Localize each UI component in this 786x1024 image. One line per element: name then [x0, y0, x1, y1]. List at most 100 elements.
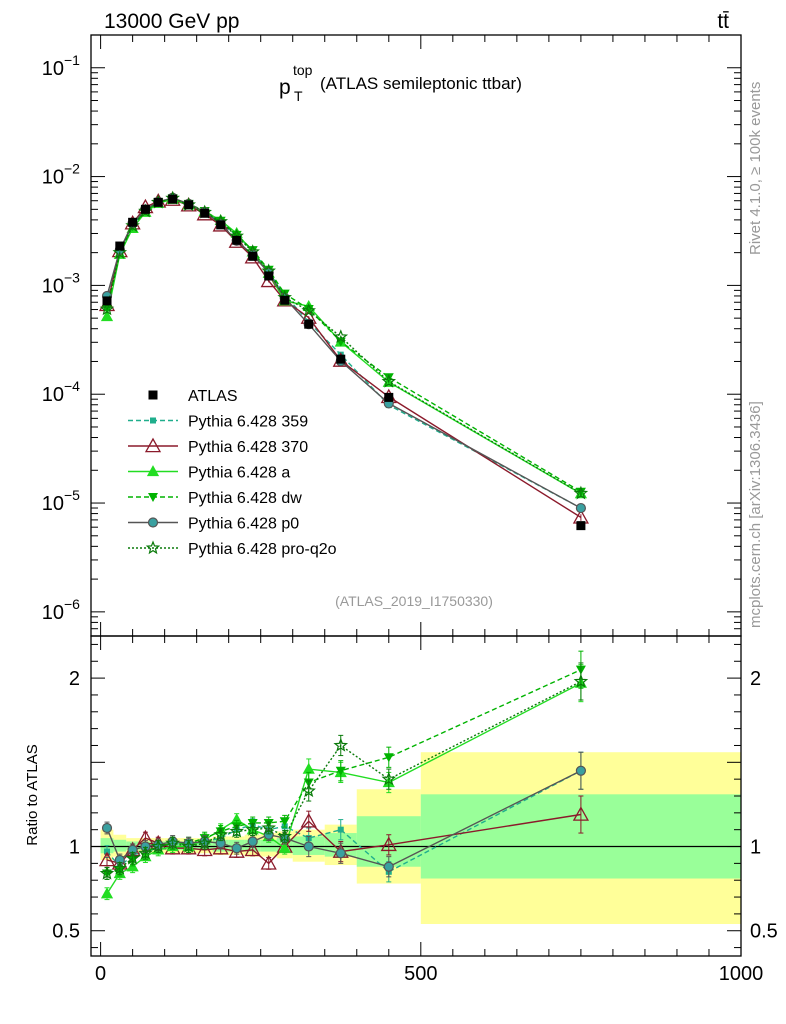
main-point-series-5 — [333, 329, 349, 344]
main-point-series-5 — [301, 303, 316, 317]
main-point-series-5 — [381, 373, 397, 388]
ratio-point-series-5 — [301, 783, 316, 798]
main-panel-data — [98, 190, 590, 531]
main-point-series-5 — [573, 485, 589, 500]
legend-label: Pythia 6.428 p0 — [188, 516, 299, 533]
main-point-series-4 — [575, 502, 587, 514]
atlas-data-point — [280, 295, 290, 305]
ratio-point-series-5 — [261, 820, 276, 835]
xtick-label: 500 — [404, 963, 437, 985]
atlas-data-point — [128, 217, 138, 227]
mcplots-label: mcplots.cern.ch [arXiv:1306.3436] — [747, 401, 764, 628]
legend-marker — [145, 540, 161, 555]
ratio-ytick-label-left: 2 — [69, 668, 80, 690]
legend-label-atlas: ATLAS — [188, 388, 238, 405]
main-ytick-label: 10 — [42, 275, 64, 297]
ratio-line-series-0 — [106, 770, 582, 873]
atlas-data-point — [153, 197, 163, 207]
main-ytick-label: 10 — [42, 493, 64, 515]
ratio-point-series-1 — [212, 839, 229, 855]
ratio-ytick-label-left: 1 — [69, 837, 80, 859]
atlas-data-point — [248, 251, 258, 261]
ratio-point-series-5 — [150, 838, 166, 853]
band-green — [113, 839, 127, 852]
atlas-data-point — [304, 319, 314, 329]
main-ytick-exponent: −5 — [64, 487, 80, 503]
atlas-data-point — [232, 235, 242, 245]
ratio-point-series-4 — [247, 836, 258, 847]
ratio-point-series-3 — [279, 817, 290, 827]
ratio-point-series-3 — [335, 766, 346, 776]
rivet-label: Rivet 4.1.0, ≥ 100k events — [747, 82, 764, 255]
ratio-point-series-1 — [300, 812, 317, 828]
legend-marker-atlas — [148, 390, 158, 400]
ratio-point-series-0 — [337, 826, 344, 833]
ratio-point-series-4 — [575, 765, 587, 776]
ratio-point-series-4 — [335, 848, 346, 859]
legend-entry-atlas: ATLAS — [148, 388, 238, 405]
ratio-point-series-5 — [245, 822, 260, 836]
plot-title: p T top (ATLAS semileptonic ttbar) — [279, 62, 522, 104]
title-sub: T — [294, 88, 303, 104]
axes: 10−110−210−310−410−510 −60.5 0.51 12 20 500 10… — [42, 34, 778, 985]
atlas-data-point — [576, 521, 586, 531]
ratio-point-series-5 — [333, 737, 349, 752]
main-point-series-5 — [112, 244, 128, 259]
ratio-point-series-2 — [100, 887, 114, 899]
legend-entry-series-4: Pythia 6.428 p0 — [128, 516, 299, 533]
ratio-ytick-label-right: 1 — [750, 837, 761, 859]
atlas-data-point — [336, 354, 346, 364]
main-ytick-exponent: −1 — [64, 52, 80, 68]
main-ytick-exponent: −2 — [64, 161, 80, 177]
ratio-point-series-1 — [196, 841, 213, 857]
band-green — [260, 839, 277, 852]
atlas-data-point — [264, 271, 274, 281]
ratio-point-series-5 — [138, 845, 153, 860]
legend-entry-series-3: Pythia 6.428 dw — [128, 490, 302, 507]
atlas-data-point — [168, 194, 178, 204]
atlas-data-point — [102, 296, 112, 306]
legend-marker — [150, 417, 156, 424]
ratio-ytick-label-right: 0.5 — [750, 921, 778, 943]
ratio-point-series-5 — [197, 835, 212, 850]
ratio-point-series-1 — [380, 836, 397, 852]
legend-marker — [146, 465, 160, 477]
ratio-point-series-5 — [277, 828, 292, 843]
title-rest: (ATLAS semileptonic ttbar) — [320, 74, 522, 93]
main-point-series-2 — [100, 310, 114, 322]
title-main: p — [279, 76, 291, 99]
ratio-ylabel: Ratio to ATLAS — [24, 744, 41, 845]
ratio-point-series-3 — [383, 753, 394, 763]
ratio-point-series-5 — [381, 771, 397, 786]
ratio-ytick-label-right: 2 — [750, 668, 761, 690]
main-line-series-5 — [106, 197, 582, 494]
legend-entry-series-1: Pythia 6.428 370 — [128, 437, 308, 456]
legend-label: Pythia 6.428 a — [188, 465, 290, 482]
main-point-series-3 — [383, 373, 394, 383]
xtick-label: 0 — [95, 963, 106, 985]
legend-label: Pythia 6.428 370 — [188, 439, 308, 456]
ratio-point-series-4 — [383, 861, 394, 872]
ratio-point-series-0 — [104, 848, 111, 855]
ratio-point-series-4 — [101, 822, 113, 834]
title-sup: top — [293, 62, 313, 78]
legend-entry-series-5: Pythia 6.428 pro-q2o — [128, 540, 337, 558]
ratio-point-series-1 — [572, 806, 590, 821]
main-ytick-label: 10 — [42, 602, 64, 624]
ratio-point-series-5 — [573, 673, 589, 688]
legend-marker — [148, 493, 158, 502]
header-right: tt̄ — [717, 10, 729, 33]
main-ytick-label: 10 — [42, 167, 64, 189]
legend-label: Pythia 6.428 359 — [188, 414, 308, 431]
atlas-data-point — [184, 200, 194, 210]
legend-marker — [144, 437, 162, 453]
ratio-point-series-5 — [213, 827, 228, 841]
ratio-panel-data — [98, 650, 590, 901]
ratio-point-series-5 — [99, 865, 115, 880]
main-ytick-exponent: −6 — [64, 596, 80, 612]
ratio-ytick-label-left: 0.5 — [52, 921, 80, 943]
ratio-point-series-2 — [278, 841, 291, 853]
main-ytick-exponent: −3 — [64, 269, 80, 285]
ratio-point-series-5 — [165, 835, 180, 850]
